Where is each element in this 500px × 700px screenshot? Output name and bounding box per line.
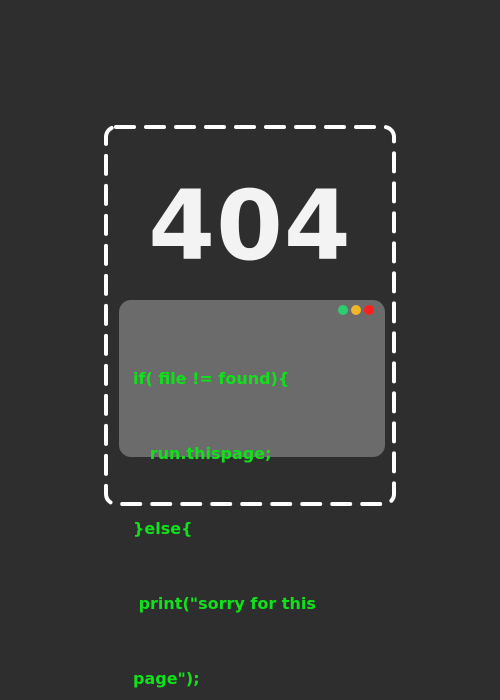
code-line-5: page"); — [133, 669, 200, 688]
code-line-4: print("sorry for this — [133, 594, 316, 613]
code-window: if( file != found){ run.thispage; }else{… — [119, 300, 385, 688]
error-code: 404 — [148, 170, 352, 282]
green-dot-icon[interactable] — [338, 305, 348, 315]
red-dot-icon[interactable] — [364, 305, 374, 315]
code-line-2: run.thispage; — [133, 444, 272, 463]
code-line-1: if( file != found){ — [133, 369, 290, 388]
window-controls — [338, 305, 374, 315]
dashed-border — [104, 125, 396, 506]
yellow-dot-icon[interactable] — [351, 305, 361, 315]
code-block: if( file != found){ run.thispage; }else{… — [133, 316, 371, 700]
dashed-frame — [104, 125, 396, 506]
code-line-3: }else{ — [133, 519, 193, 538]
